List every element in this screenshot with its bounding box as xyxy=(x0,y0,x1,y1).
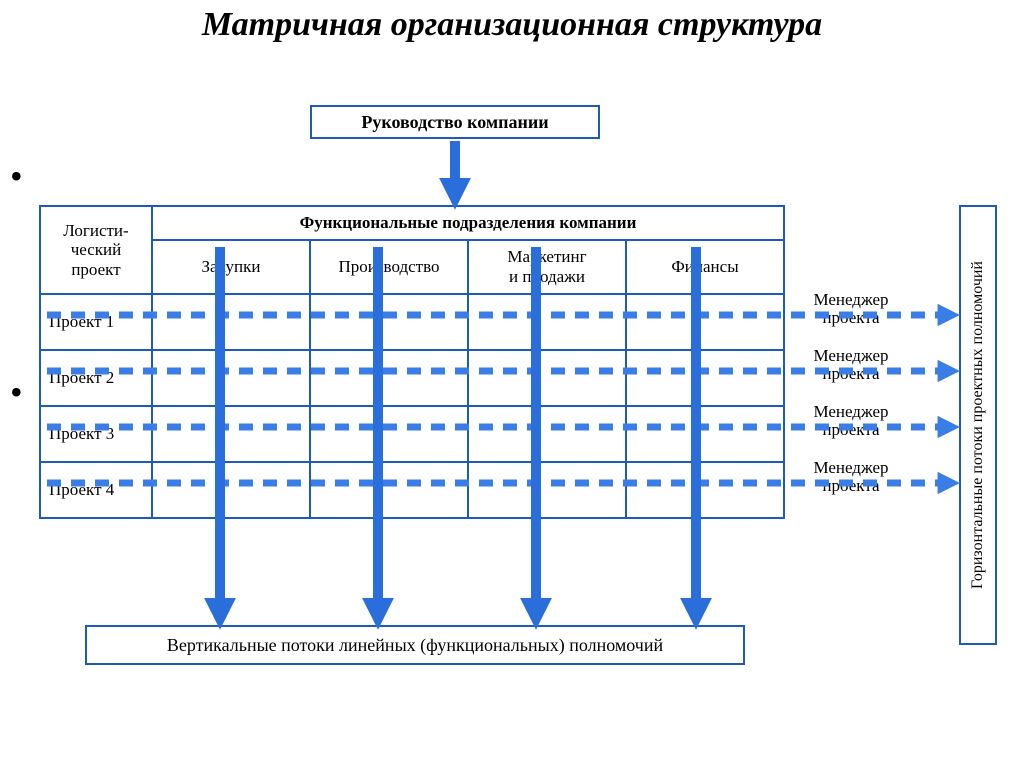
vertical-authority-box: Вертикальные потоки линейных (функционал… xyxy=(85,625,745,665)
manager-label: Менеджерпроекта xyxy=(791,403,911,459)
project-label: Проект 3 xyxy=(40,406,152,462)
project-row: Проект 4 xyxy=(40,462,784,518)
project-header: Логисти-ческийпроект xyxy=(40,206,152,294)
matrix-diagram: Руководство компании Логисти-ческийпроек… xyxy=(25,105,1005,680)
page-title: Матричная организационная структура xyxy=(0,0,1024,47)
manager-labels: Менеджерпроекта Менеджерпроекта Менеджер… xyxy=(791,291,911,515)
management-box: Руководство компании xyxy=(310,105,600,139)
project-label: Проект 4 xyxy=(40,462,152,518)
manager-label: Менеджерпроекта xyxy=(791,347,911,403)
horizontal-authority-text: Горизонтальные потоки проектных полномоч… xyxy=(969,261,987,589)
bullet-dot: • xyxy=(10,374,23,410)
dept-header: Маркетинги продажи xyxy=(468,240,626,294)
bullet-marks: • • xyxy=(10,158,23,410)
project-label: Проект 2 xyxy=(40,350,152,406)
manager-label: Менеджерпроекта xyxy=(791,459,911,515)
manager-label: Менеджерпроекта xyxy=(791,291,911,347)
matrix-table: Логисти-ческийпроект Функциональные подр… xyxy=(39,205,785,519)
dept-header: Закупки xyxy=(152,240,310,294)
project-row: Проект 1 xyxy=(40,294,784,350)
project-row: Проект 2 xyxy=(40,350,784,406)
horizontal-authority-box: Горизонтальные потоки проектных полномоч… xyxy=(959,205,997,645)
bullet-dot: • xyxy=(10,158,23,194)
departments-span-header: Функциональные подразделения компании xyxy=(152,206,784,240)
project-row: Проект 3 xyxy=(40,406,784,462)
dept-header: Финансы xyxy=(626,240,784,294)
dept-header: Производство xyxy=(310,240,468,294)
project-label: Проект 1 xyxy=(40,294,152,350)
